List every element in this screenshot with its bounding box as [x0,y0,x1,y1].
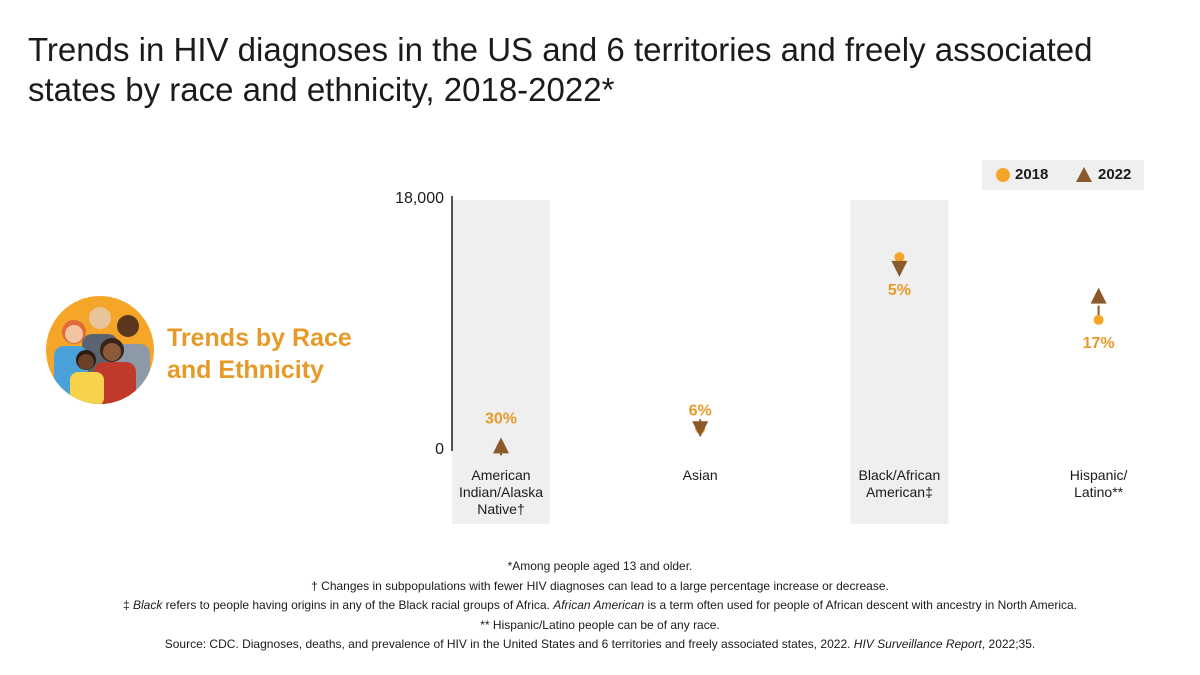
chart-legend: 2018 2022 [982,160,1144,190]
side-title-line-1: Trends by Race [167,324,352,352]
percent-change-label: 30% [485,410,517,427]
percent-change-label: 5% [888,282,911,299]
category-label: American‡ [866,484,933,500]
footnote-3-post: is a term often used for people of Afric… [644,598,1078,612]
footnote-source-post: , 2022;35. [981,637,1036,651]
footnote-2: † Changes in subpopulations with fewer H… [311,578,889,593]
footnote-3-mid: refers to people having origins in any o… [162,598,554,612]
legend-2022-label: 2022 [1098,166,1132,183]
footnote-source-pre: Source: CDC. Diagnoses, deaths, and prev… [164,637,854,651]
percent-change-label: 6% [689,402,712,419]
category-label: Native† [477,501,524,517]
footnote-3-pre: ‡ [122,598,133,612]
side-title-line-2: and Ethnicity [167,356,324,384]
category-label: Latino** [1074,484,1124,500]
triangle-2022 [692,421,709,438]
percent-change-label: 17% [1083,335,1115,352]
footnote-source: Source: CDC. Diagnoses, deaths, and prev… [0,635,1200,655]
side-title: Trends by Race and Ethnicity [167,322,352,386]
dot-2018 [1093,314,1104,325]
triangle-2022 [493,437,509,454]
page-title: Trends in HIV diagnoses in the US and 6 … [28,31,1093,108]
footnotes: *Among people aged 13 and older. † Chang… [0,557,1200,655]
triangle-2022 [891,260,908,277]
y-tick-label: 0 [435,441,444,458]
footnote-4: ** Hispanic/Latino people can be of any … [480,617,720,632]
footnote-1: *Among people aged 13 and older. [507,559,693,573]
legend-2018-label: 2018 [1015,166,1049,183]
category-band [452,200,550,524]
legend-2022-triangle-icon [1076,167,1092,182]
y-tick-label: 18,000 [395,190,444,207]
footnote-3-italic-1: Black [132,598,163,612]
people-group-icon [46,296,154,404]
triangle-2022 [1090,287,1107,304]
category-label: Asian [683,467,718,483]
legend-2018-dot-icon [996,168,1010,182]
footnote-3-italic-2: African American [553,598,645,612]
category-label: Indian/Alaska [459,484,543,500]
footnote-3: ‡ Black refers to people having origins … [0,596,1200,616]
category-label: Hispanic/ [1070,467,1128,483]
footnote-source-italic: HIV Surveillance Report [853,637,982,651]
category-label: Black/African [859,467,941,483]
category-label: American [471,467,530,483]
dot-2018 [894,252,905,263]
